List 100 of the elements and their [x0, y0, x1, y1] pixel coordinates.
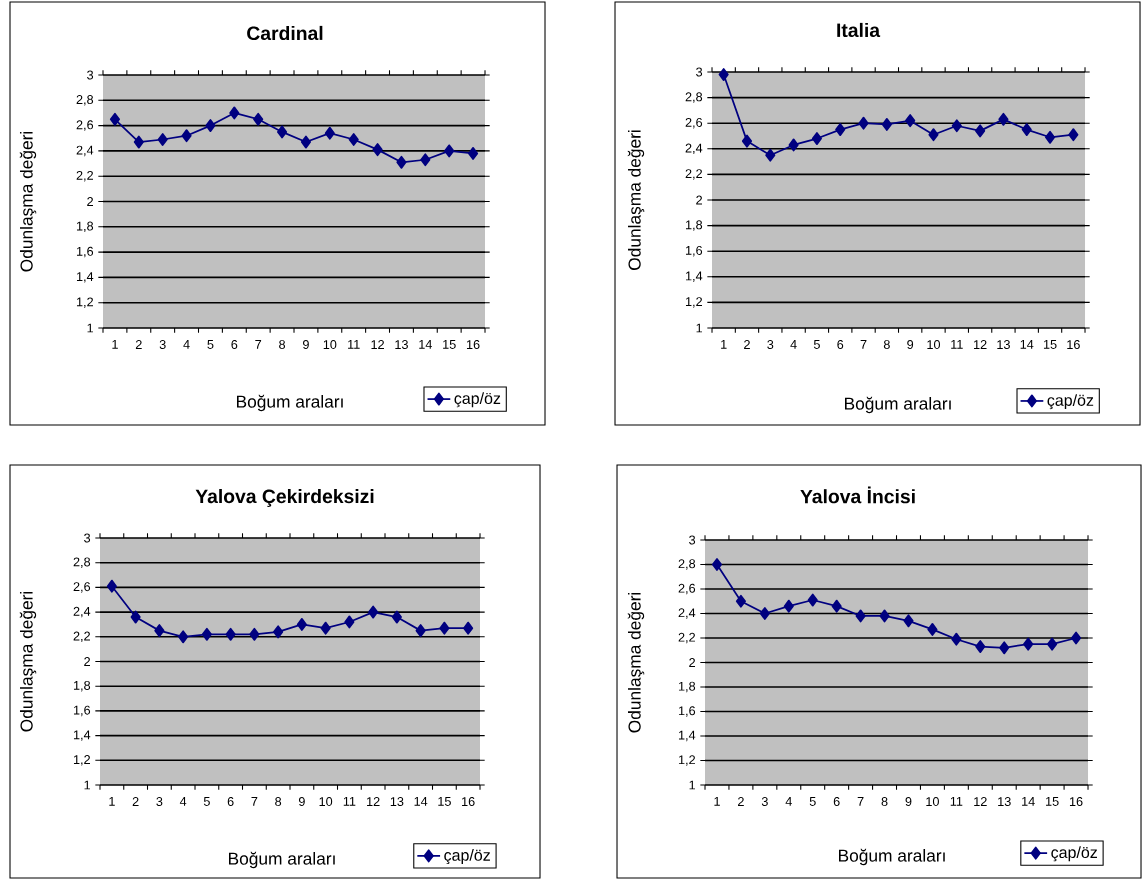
point — [881, 118, 892, 131]
y-tick-label: 2,4 — [678, 608, 696, 619]
y-tick-label: 1 — [84, 780, 90, 790]
x-tick-label: 7 — [857, 797, 864, 806]
x-tick-label: 5 — [207, 340, 214, 349]
point — [154, 624, 165, 638]
y-tick-label: 2,4 — [76, 145, 94, 157]
point — [711, 558, 723, 571]
x-tick-label: 8 — [881, 797, 888, 807]
y-tick-label: 1 — [87, 323, 93, 333]
x-tick-label: 16 — [1067, 340, 1080, 350]
point — [368, 605, 379, 619]
x-tick-label: 12 — [367, 797, 380, 806]
chart-title: Italia — [837, 22, 881, 38]
x-tick-label: 10 — [926, 797, 939, 807]
point — [858, 116, 869, 130]
y-tick-label: 1,8 — [73, 680, 91, 692]
point — [273, 625, 284, 639]
point — [205, 119, 216, 133]
x-tick-label: 4 — [183, 340, 190, 349]
x-tick-label: 11 — [951, 340, 963, 349]
point — [372, 143, 383, 157]
x-tick-label: 14 — [1020, 340, 1034, 349]
x-axis-title: Boğum araları — [839, 848, 945, 866]
point — [296, 617, 307, 631]
y-tick-label: 2,6 — [685, 117, 703, 129]
y-tick-label: 2,6 — [76, 120, 94, 131]
y-tick-label: 2 — [689, 658, 696, 667]
x-tick-label: 10 — [319, 797, 333, 807]
x-tick-label: 4 — [785, 797, 792, 806]
point — [396, 155, 407, 169]
x-tick-label: 13 — [997, 340, 1010, 350]
y-tick-label: 1,4 — [678, 730, 696, 742]
x-tick-label: 12 — [974, 340, 987, 349]
x-tick-label: 9 — [907, 340, 914, 350]
point — [391, 610, 402, 624]
x-tick-label: 3 — [767, 340, 774, 350]
point — [783, 599, 794, 613]
y-tick-label: 1 — [689, 780, 696, 790]
y-axis-title: Odunlaşma değeri — [19, 591, 37, 732]
x-tick-label: 6 — [837, 340, 844, 350]
point — [928, 128, 939, 142]
x-tick-label: 9 — [298, 797, 305, 807]
point — [181, 129, 192, 143]
x-tick-label: 5 — [813, 340, 820, 349]
x-tick-label: 16 — [462, 797, 475, 807]
y-tick-label: 1,4 — [73, 730, 91, 741]
x-tick-label: 10 — [927, 340, 941, 350]
point — [178, 630, 189, 644]
x-tick-label: 1 — [109, 797, 115, 806]
x-tick-label: 15 — [1046, 797, 1059, 806]
x-tick-label: 13 — [395, 340, 408, 350]
point — [225, 627, 236, 641]
point — [765, 148, 776, 162]
point — [344, 615, 355, 629]
point — [157, 133, 168, 146]
x-tick-label: 9 — [303, 340, 309, 350]
x-tick-label: 13 — [998, 797, 1011, 807]
legend-label: çap/öz — [1047, 394, 1094, 410]
point — [788, 138, 799, 152]
x-tick-label: 2 — [744, 340, 750, 349]
point — [975, 124, 986, 138]
point — [903, 614, 914, 628]
y-tick-label: 1,2 — [685, 297, 703, 308]
x-tick-label: 12 — [974, 797, 987, 806]
x-tick-label: 15 — [443, 340, 456, 349]
x-tick-label: 2 — [738, 797, 744, 806]
x-tick-label: 10 — [323, 340, 337, 350]
point — [468, 146, 479, 160]
point — [951, 119, 962, 133]
point — [927, 622, 938, 636]
y-axis-title: Odunlaşma değeri — [627, 130, 645, 270]
y-tick-label: 1,8 — [76, 221, 94, 233]
x-tick-label: 6 — [227, 797, 234, 807]
y-tick-label: 1,8 — [685, 220, 703, 231]
point — [879, 609, 890, 623]
y-tick-label: 2 — [87, 197, 93, 206]
y-tick-label: 1,2 — [76, 297, 93, 308]
y-tick-label: 3 — [87, 70, 94, 80]
legend-label: çap/öz — [454, 392, 501, 408]
y-tick-label: 1,2 — [73, 755, 90, 766]
x-tick-label: 4 — [790, 340, 797, 349]
y-tick-label: 2,8 — [76, 95, 94, 106]
y-tick-label: 2 — [84, 657, 90, 666]
y-tick-label: 2,8 — [73, 557, 91, 568]
x-tick-label: 4 — [179, 797, 187, 806]
point — [420, 153, 431, 167]
point — [1044, 130, 1056, 144]
y-tick-label: 1,6 — [76, 246, 94, 258]
point — [249, 627, 260, 641]
x-tick-label: 2 — [135, 340, 142, 349]
point — [951, 632, 962, 646]
point — [444, 144, 455, 158]
point — [1021, 123, 1032, 137]
legend-label: çap/öz — [444, 849, 490, 865]
x-tick-label: 7 — [860, 340, 867, 349]
y-tick-label: 2,2 — [678, 632, 696, 644]
y-tick-label: 3 — [84, 533, 91, 543]
point — [277, 125, 288, 139]
legend-label: çap/öz — [1051, 846, 1097, 862]
